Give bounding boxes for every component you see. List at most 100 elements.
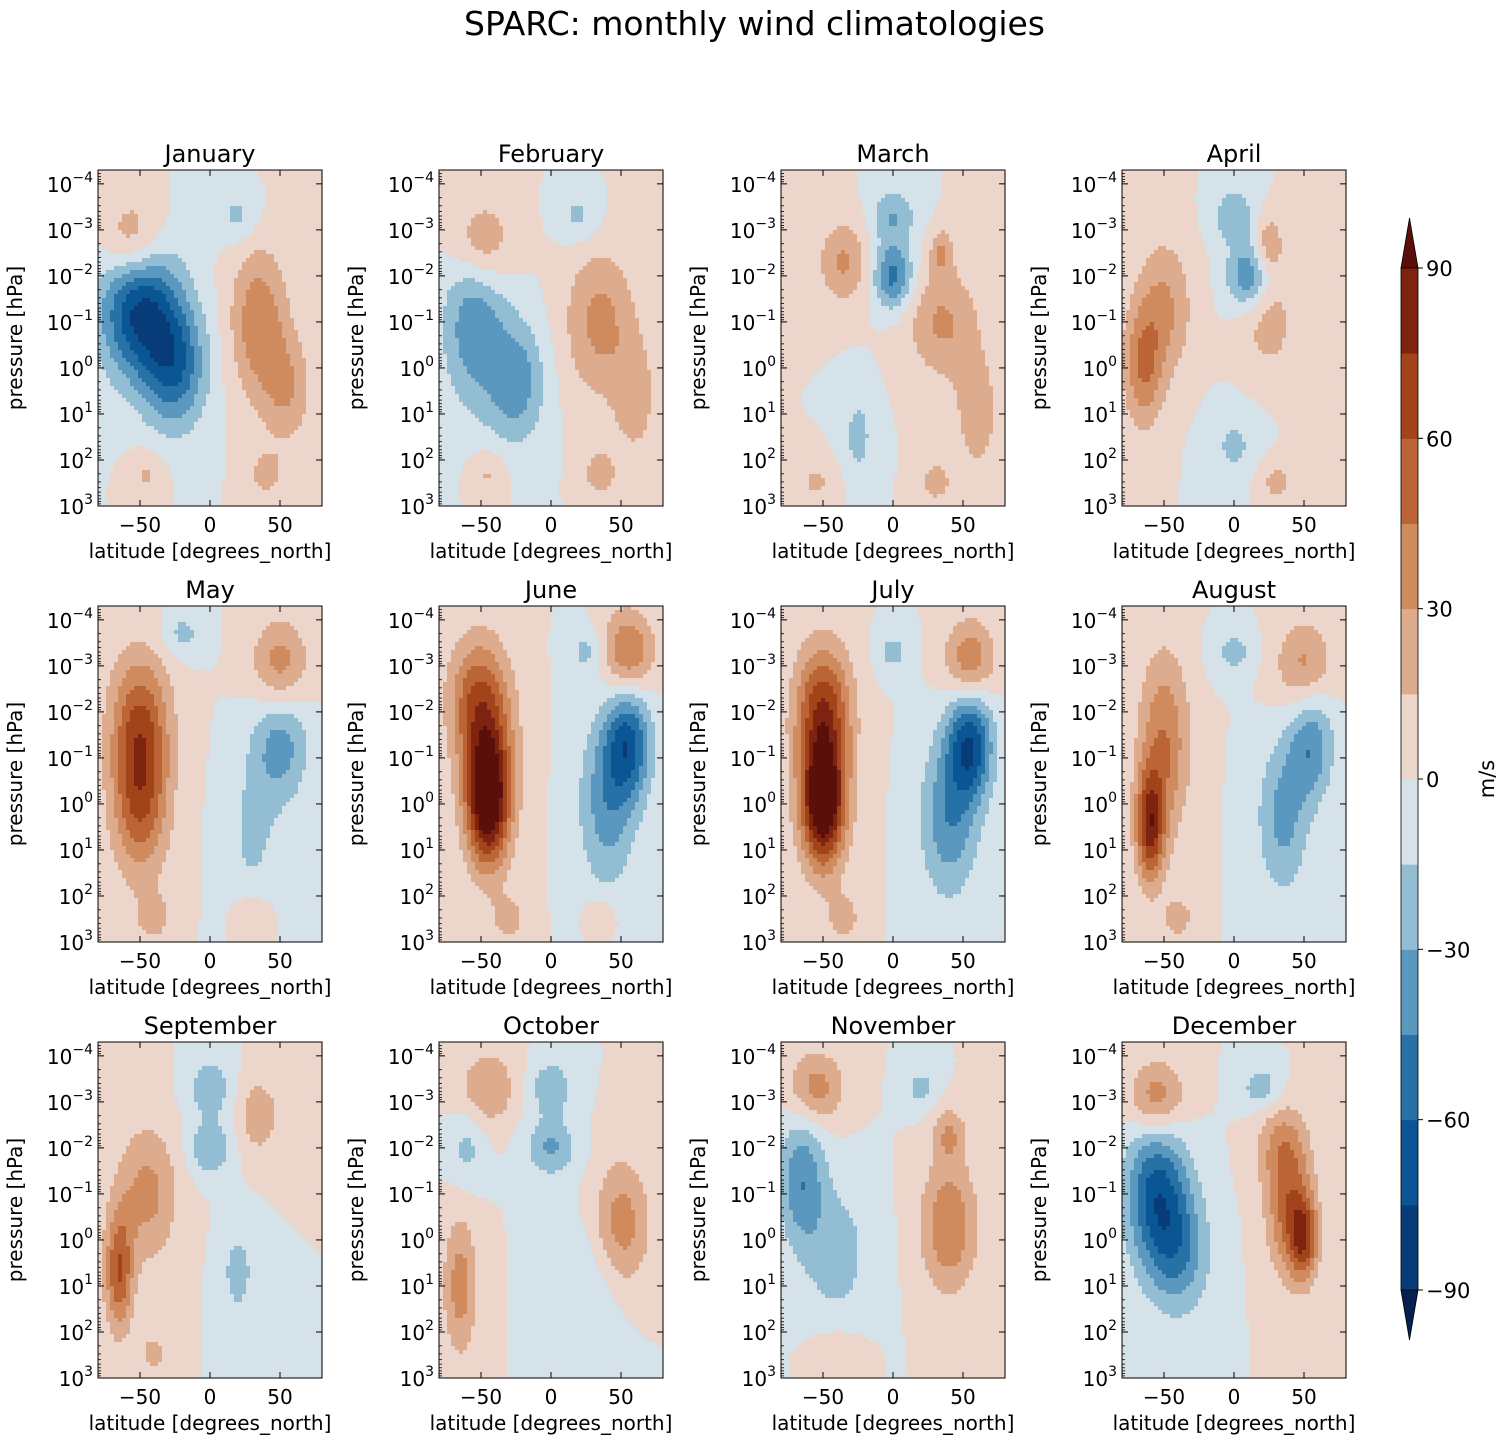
contour-cell bbox=[150, 274, 155, 279]
contour-cell bbox=[150, 286, 155, 291]
contour-cell bbox=[282, 286, 287, 291]
contour-cell bbox=[202, 286, 207, 291]
contour-cell bbox=[270, 214, 275, 219]
contour-cell bbox=[154, 266, 159, 271]
contour-cell bbox=[222, 258, 227, 263]
contour-cell bbox=[306, 218, 311, 223]
contour-cell bbox=[202, 294, 207, 299]
contour-cell bbox=[262, 186, 267, 191]
contour-cell bbox=[134, 246, 139, 251]
contour-cell bbox=[174, 302, 179, 307]
contour-cell bbox=[310, 294, 315, 299]
contour-cell bbox=[98, 210, 103, 215]
contour-cell bbox=[98, 218, 103, 223]
contour-cell bbox=[146, 194, 151, 199]
contour-cell bbox=[258, 306, 263, 311]
contour-cell bbox=[198, 278, 203, 283]
contour-cell bbox=[270, 170, 275, 175]
contour-cell bbox=[158, 214, 163, 219]
contour-cell bbox=[118, 214, 123, 219]
contour-cell bbox=[190, 174, 195, 179]
contour-cell bbox=[102, 306, 107, 311]
contour-cell bbox=[286, 198, 291, 203]
contour-cell bbox=[210, 226, 215, 231]
contour-cell bbox=[166, 254, 171, 259]
contour-cell bbox=[166, 274, 171, 279]
contour-cell bbox=[98, 266, 103, 271]
contour-cell bbox=[186, 286, 191, 291]
contour-cell bbox=[270, 218, 275, 223]
contour-cell bbox=[110, 266, 115, 271]
contour-cell bbox=[254, 194, 259, 199]
contour-cell bbox=[162, 290, 167, 295]
contour-cell bbox=[294, 234, 299, 239]
contour-cell bbox=[278, 202, 283, 207]
contour-cell bbox=[294, 186, 299, 191]
contour-cell bbox=[110, 226, 115, 231]
contour-cell bbox=[134, 306, 139, 311]
contour-cell bbox=[150, 242, 155, 247]
contour-cell bbox=[302, 238, 307, 243]
contour-cell bbox=[282, 202, 287, 207]
contour-cell bbox=[238, 178, 243, 183]
contour-cell bbox=[162, 234, 167, 239]
contour-cell bbox=[118, 258, 123, 263]
contour-cell bbox=[274, 266, 279, 271]
contour-cell bbox=[234, 186, 239, 191]
contour-cell bbox=[210, 302, 215, 307]
contour-cell bbox=[186, 182, 191, 187]
contour-cell bbox=[218, 294, 223, 299]
contour-cell bbox=[134, 214, 139, 219]
contour-cell bbox=[178, 190, 183, 195]
contour-cell bbox=[242, 226, 247, 231]
contour-cell bbox=[290, 250, 295, 255]
contour-cell bbox=[174, 186, 179, 191]
contour-cell bbox=[242, 190, 247, 195]
contour-cell bbox=[178, 174, 183, 179]
contour-cell bbox=[142, 294, 147, 299]
contour-cell bbox=[182, 214, 187, 219]
contour-cell bbox=[266, 206, 271, 211]
contour-cell bbox=[310, 190, 315, 195]
contour-cell bbox=[218, 266, 223, 271]
contour-cell bbox=[158, 194, 163, 199]
contour-cell bbox=[114, 278, 119, 283]
contour-cell bbox=[198, 206, 203, 211]
contour-cell bbox=[118, 274, 123, 279]
contour-cell bbox=[206, 218, 211, 223]
contour-cell bbox=[278, 186, 283, 191]
contour-cell bbox=[138, 270, 143, 275]
contour-cell bbox=[290, 306, 295, 311]
contour-cell bbox=[162, 270, 167, 275]
contour-cell bbox=[246, 306, 251, 311]
contour-cell bbox=[238, 218, 243, 223]
contour-cell bbox=[174, 202, 179, 207]
contour-cell bbox=[134, 218, 139, 223]
contour-cell bbox=[210, 198, 215, 203]
contour-cell bbox=[310, 182, 315, 187]
contour-cell bbox=[310, 282, 315, 287]
contour-cell bbox=[286, 186, 291, 191]
contour-cell bbox=[126, 198, 131, 203]
contour-cell bbox=[106, 262, 111, 267]
contour-cell bbox=[202, 194, 207, 199]
contour-cell bbox=[238, 170, 243, 175]
contour-cell bbox=[294, 266, 299, 271]
contour-cell bbox=[294, 230, 299, 235]
contour-cell bbox=[134, 226, 139, 231]
contour-cell bbox=[150, 250, 155, 255]
contour-cell bbox=[158, 186, 163, 191]
contour-cell bbox=[102, 290, 107, 295]
contour-cell bbox=[102, 250, 107, 255]
contour-cell bbox=[314, 290, 319, 295]
contour-cell bbox=[118, 202, 123, 207]
contour-cell bbox=[290, 282, 295, 287]
contour-cell bbox=[158, 218, 163, 223]
contour-cell bbox=[306, 222, 311, 227]
contour-cell bbox=[250, 174, 255, 179]
contour-cell bbox=[154, 254, 159, 259]
contour-cell bbox=[290, 262, 295, 267]
contour-cell bbox=[214, 286, 219, 291]
contour-cell bbox=[242, 218, 247, 223]
contour-cell bbox=[226, 238, 231, 243]
